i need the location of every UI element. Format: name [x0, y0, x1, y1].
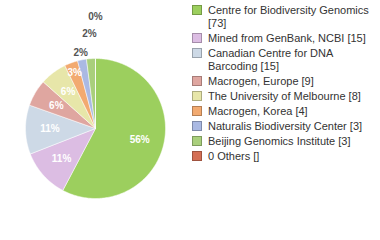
svg-text:2%: 2%: [82, 28, 97, 39]
html-text:Macrogen, Korea [4]: Macrogen, Korea [4]: [208, 105, 308, 117]
html-text:Mined from GenBank, NCBI [15]: Mined from GenBank, NCBI [15]: [208, 32, 366, 44]
svg-text:0%: 0%: [88, 11, 103, 22]
html-text:Centre for Biodiversity Genomi: Centre for Biodiversity Genomics [73]: [208, 4, 369, 29]
svg-text:6%: 6%: [49, 100, 64, 111]
svg-text:6%: 6%: [61, 86, 76, 97]
svg-text:11%: 11%: [52, 153, 72, 164]
html-text:The University of Melbourne [8: The University of Melbourne [8]: [208, 90, 361, 102]
html-text:Canadian Centre for DNA Barcod: Canadian Centre for DNA Barcoding [15]: [208, 47, 333, 72]
html-text:Macrogen, Europe [9]: Macrogen, Europe [9]: [208, 75, 314, 87]
html-text:0 Others []: 0 Others []: [208, 150, 260, 162]
html-text:Beijing Genomics Institute [3]: Beijing Genomics Institute [3]: [208, 135, 351, 147]
svg-text:56%: 56%: [130, 134, 150, 145]
html-text:Naturalis Biodiversity Center: Naturalis Biodiversity Center [3]: [208, 120, 363, 132]
svg-text:2%: 2%: [73, 47, 88, 58]
svg-text:3%: 3%: [68, 67, 83, 78]
svg-text:11%: 11%: [40, 123, 60, 134]
